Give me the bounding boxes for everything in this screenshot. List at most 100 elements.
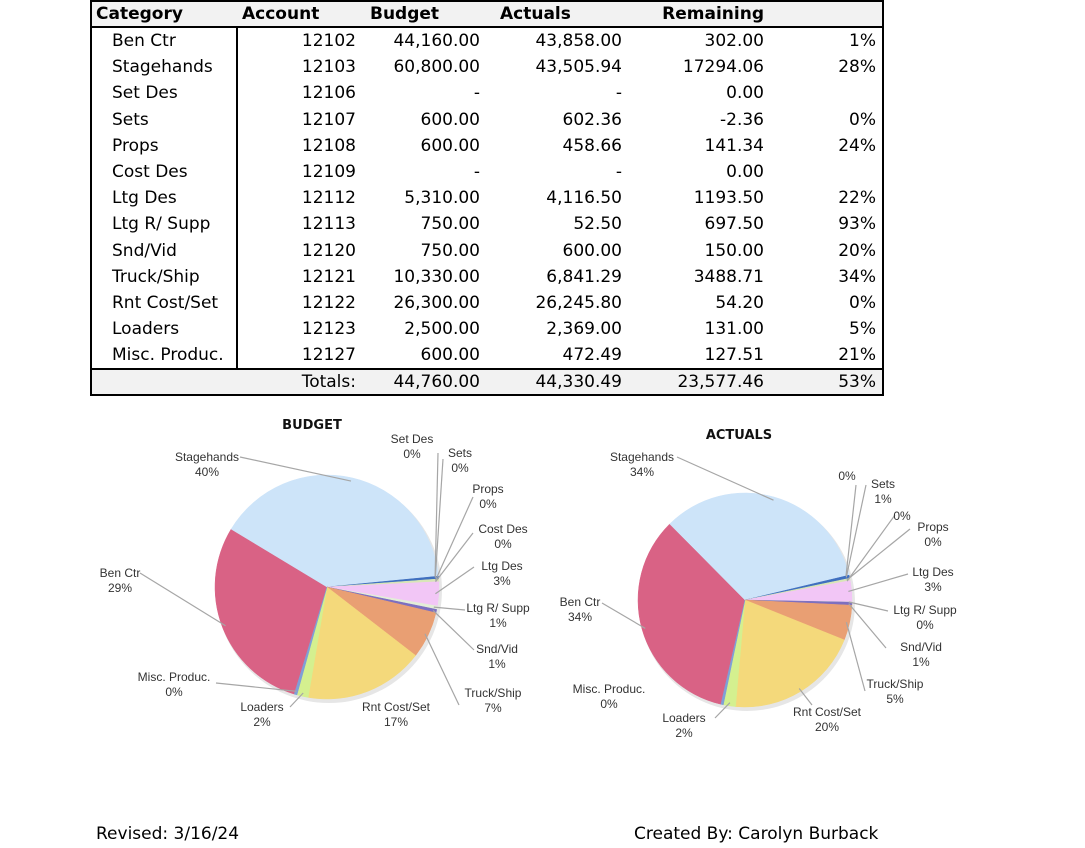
table-row: Cost Des 12109 - - 0.00 (92, 158, 882, 186)
cell-pct: 21% (838, 345, 876, 366)
cell-actuals: 4,116.50 (546, 188, 622, 209)
cell-category: Ltg Des (92, 185, 238, 212)
slice-label-category: Stagehands (610, 450, 674, 464)
slice-label-category: Ben Ctr (100, 566, 141, 580)
cell-pct: 24% (838, 135, 876, 156)
cell-remaining: 54.20 (715, 292, 764, 313)
cell-pct: 0% (849, 109, 876, 130)
cell-category: Snd/Vid (92, 237, 238, 264)
cell-remaining: 127.51 (704, 345, 764, 366)
cell-actuals: 602.36 (562, 109, 622, 130)
cell-account: 12102 (301, 31, 356, 52)
cell-category: Truck/Ship (92, 263, 238, 290)
leader-line (798, 688, 813, 706)
cell-account: 12121 (301, 266, 356, 287)
cell-budget: 44,160.00 (393, 31, 480, 52)
slice-label-percent: 0% (494, 537, 512, 551)
cell-account: 12109 (301, 162, 356, 183)
cell-category: Loaders (92, 316, 238, 343)
slice-label-percent: 0% (916, 618, 934, 632)
actuals-chart-title: ACTUALS (706, 428, 772, 443)
slice-label-percent: 1% (912, 655, 930, 669)
leader-line (601, 602, 646, 629)
slice-label-category: Stagehands (175, 450, 239, 464)
cell-pct: 1% (849, 31, 876, 52)
table-header-row: Category Account Budget Actuals Remainin… (92, 2, 882, 28)
cell-remaining: 0.00 (726, 162, 764, 183)
table-row: Set Des 12106 - - 0.00 (92, 80, 882, 107)
cell-budget: - (473, 162, 480, 183)
totals-budget: 44,760.00 (393, 372, 480, 393)
leader-line (845, 484, 857, 576)
slice-label-category: Snd/Vid (476, 642, 518, 656)
leader-line (676, 456, 774, 501)
leader-line (289, 692, 304, 708)
created-by: Created By: Carolyn Burback (634, 824, 879, 844)
slice-label-category: Cost Des (478, 522, 527, 536)
cell-account: 12120 (301, 240, 356, 261)
leader-line (848, 573, 909, 592)
header-actuals: Actuals (500, 4, 571, 24)
slice-label-category: Props (472, 482, 503, 496)
cell-category: Props (92, 132, 238, 159)
cell-category: Sets (92, 106, 238, 133)
pie-slice (230, 474, 439, 588)
header-budget: Budget (370, 4, 440, 24)
cell-category: Ben Ctr (92, 28, 238, 55)
slice-label-percent: 20% (815, 720, 839, 734)
leader-line (435, 566, 475, 595)
slice-label-category: Rnt Cost/Set (362, 700, 431, 714)
leader-line (845, 622, 866, 692)
cell-budget: 60,800.00 (393, 57, 480, 78)
cell-category: Cost Des (92, 158, 238, 186)
table-row: Ltg R/ Supp 12113 750.00 52.50 697.50 93% (92, 211, 882, 238)
cell-account: 12108 (301, 135, 356, 156)
slice-label-percent: 34% (568, 610, 592, 624)
slice-label-category: Loaders (662, 711, 705, 725)
totals-remaining: 23,577.46 (677, 372, 764, 393)
leader-line (239, 456, 352, 482)
cell-actuals: 458.66 (562, 135, 622, 156)
leader-line (845, 484, 867, 578)
revised-date: Revised: 3/16/24 (96, 824, 240, 844)
slice-label-category: Snd/Vid (900, 640, 942, 654)
cell-category: Set Des (92, 80, 238, 107)
slice-label-percent: 0% (838, 469, 856, 483)
cell-actuals: 472.49 (562, 345, 622, 366)
cell-remaining: 1193.50 (693, 188, 764, 209)
slice-label-percent: 5% (886, 692, 904, 706)
table-row: Sets 12107 600.00 602.36 -2.36 0% (92, 106, 882, 133)
slice-label-category: Truck/Ship (867, 677, 924, 691)
cell-pct: 93% (838, 214, 876, 235)
leader-line (846, 528, 911, 581)
cell-budget: 5,310.00 (404, 188, 480, 209)
slice-label-percent: 0% (479, 497, 497, 511)
table-row: Snd/Vid 12120 750.00 600.00 150.00 20% (92, 237, 882, 264)
slice-label-category: Ltg Des (912, 565, 953, 579)
cell-remaining: 17294.06 (682, 57, 764, 78)
cell-budget: 26,300.00 (393, 292, 480, 313)
actuals-leader-lines (601, 456, 911, 719)
header-account: Account (242, 4, 320, 24)
pie-slice (669, 492, 850, 601)
slice-label-category: Sets (448, 446, 472, 460)
slice-label-percent: 2% (675, 726, 693, 740)
table-row: Stagehands 12103 60,800.00 43,505.94 17294.0… (92, 54, 882, 81)
cell-pct: 22% (838, 188, 876, 209)
slice-label-category: Misc. Produc. (138, 670, 211, 684)
cell-actuals: - (615, 162, 622, 183)
cell-account: 12112 (301, 188, 356, 209)
leader-line (714, 702, 731, 719)
cell-remaining: 3488.71 (693, 266, 764, 287)
totals-row: Totals: 44,760.00 44,330.49 23,577.46 53… (92, 368, 882, 395)
slice-label-category: Ltg Des (481, 559, 522, 573)
cell-budget: 600.00 (420, 345, 480, 366)
slice-label-percent: 1% (488, 657, 506, 671)
leader-line (848, 601, 889, 612)
slice-label-category: Ltg R/ Supp (893, 603, 957, 617)
table-row: Misc. Produc. 12127 600.00 472.49 127.51 21% (92, 342, 882, 369)
cell-pct: 28% (838, 57, 876, 78)
pie-slice (307, 586, 416, 700)
